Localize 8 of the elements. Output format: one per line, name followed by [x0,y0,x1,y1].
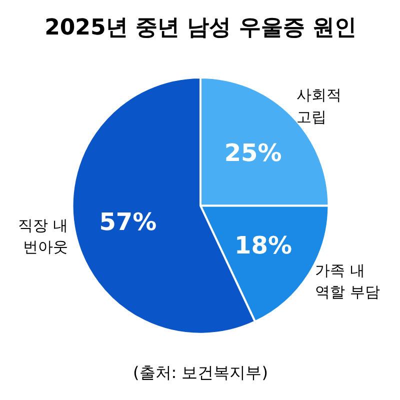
slice-label: 직장 내 번아웃 [18,216,68,256]
data-label: 57% [99,208,157,236]
slice-label: 가족 내 역할 부담 [315,261,380,302]
data-label: 25% [224,139,282,168]
data-label: 18% [234,232,292,260]
chart-title: 2025년 중년 남성 우울증 원인 [44,16,356,40]
slice-label: 사회적 고립 [296,86,342,126]
text: (출처: 보건복지부) [133,362,268,382]
